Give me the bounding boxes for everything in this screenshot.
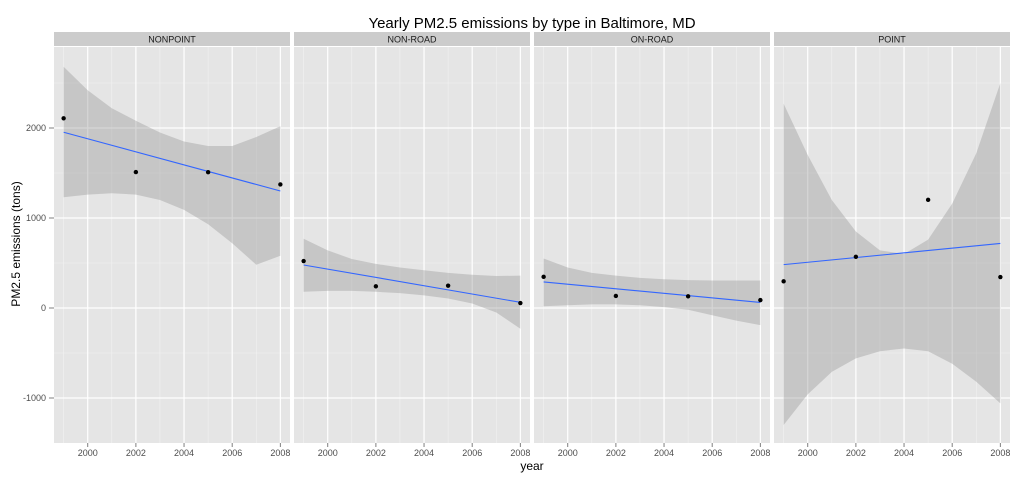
x-tick-label: 2008 [990, 448, 1010, 458]
data-point [541, 274, 546, 280]
fit-line [783, 242, 1001, 266]
x-tick-label: 2008 [510, 448, 530, 458]
x-tick-label: 2006 [462, 448, 482, 458]
panel-background [534, 47, 770, 443]
data-point [925, 197, 931, 203]
x-tick-label: 2006 [702, 448, 722, 458]
x-tick-label: 2000 [318, 448, 338, 458]
chart-title: Yearly PM2.5 emissions by type in Baltim… [368, 15, 695, 32]
facet-strip-label: NON-ROAD [388, 35, 437, 45]
facet-strip-label: NONPOINT [148, 35, 196, 45]
y-tick-label: -1000 [23, 393, 46, 403]
data-point [998, 274, 1003, 280]
x-tick-label: 2008 [750, 448, 770, 458]
data-point [278, 182, 283, 187]
facet-panel-nonpoint: NONPOINT 2000 2002 2004 2006 2008 [54, 32, 290, 458]
x-tick-label: 2006 [222, 448, 242, 458]
data-point [61, 116, 66, 121]
facet-strip-label: ON-ROAD [631, 35, 674, 45]
data-point [301, 258, 306, 264]
data-point [685, 294, 691, 299]
facet-strip [774, 32, 1010, 46]
data-point [518, 300, 523, 306]
panel-background [294, 47, 530, 443]
facet-panel-non-road: NON-ROAD 2000 2002 2004 2006 2008 [294, 32, 530, 458]
x-tick-label: 2002 [126, 448, 146, 458]
facet-strip [294, 32, 530, 46]
confidence-band [63, 66, 281, 265]
y-tick-label: 1000 [26, 213, 46, 223]
x-tick-label: 2004 [174, 448, 194, 458]
data-point [853, 254, 859, 259]
x-tick-label: 2000 [558, 448, 578, 458]
data-point [781, 279, 786, 284]
y-tick-label: 0 [41, 303, 46, 313]
x-tick-label: 2000 [78, 448, 98, 458]
data-point [373, 284, 379, 289]
data-point [445, 283, 451, 288]
data-point [205, 169, 211, 175]
x-tick-label: 2006 [942, 448, 962, 458]
panels: NONPOINT 2000 2002 2004 2006 2008 NON-ROAD 2000… [54, 32, 1010, 458]
y-axis-title: PM2.5 emissions (tons) [9, 181, 23, 306]
facet-strip [534, 32, 770, 46]
panel-background [54, 47, 290, 443]
fit-line [303, 264, 521, 303]
data-point [133, 169, 139, 175]
y-axis: -1000 0 1000 2000 [23, 123, 54, 403]
fit-line [63, 131, 281, 192]
facet-panel-on-road: ON-ROAD 2000 2002 2004 2006 2008 [534, 32, 770, 458]
data-point [758, 297, 763, 303]
y-tick-label: 2000 [26, 123, 46, 133]
x-tick-label: 2002 [366, 448, 386, 458]
x-tick-label: 2004 [414, 448, 434, 458]
x-tick-label: 2000 [798, 448, 818, 458]
x-tick-label: 2004 [654, 448, 674, 458]
x-tick-label: 2008 [270, 448, 290, 458]
facet-panel-point: POINT 2000 2002 2004 2006 2008 [774, 32, 1010, 458]
x-tick-label: 2002 [846, 448, 866, 458]
x-tick-label: 2004 [894, 448, 914, 458]
fit-line [543, 281, 761, 303]
data-point [613, 293, 619, 299]
x-axis-title: year [520, 459, 543, 473]
facet-strip-label: POINT [878, 35, 906, 45]
panel-background [774, 47, 1010, 443]
facet-strip [54, 32, 290, 46]
x-tick-label: 2002 [606, 448, 626, 458]
